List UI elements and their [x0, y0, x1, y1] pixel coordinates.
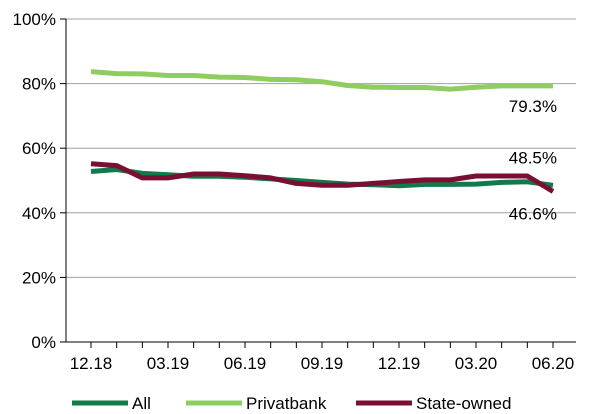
y-tick-label: 0%: [31, 333, 56, 352]
x-tick-label: 12.18: [70, 354, 113, 373]
data-label-state-owned: 46.6%: [509, 204, 557, 223]
y-tick-label: 100%: [13, 10, 56, 29]
axes: 0% 20% 40% 60% 80% 100% 12.18 03.19 06.19 09.19 12…: [13, 10, 576, 373]
x-tick-label: 09.19: [301, 354, 344, 373]
y-tick-label: 40%: [22, 204, 56, 223]
series-line-privatbank: [90, 69, 553, 92]
y-tick-label: 60%: [22, 139, 56, 158]
y-tick-label: 80%: [22, 75, 56, 94]
data-label-privatbank: 79.3%: [509, 97, 557, 116]
data-label-all: 48.5%: [509, 148, 557, 167]
y-tick-label: 20%: [22, 268, 56, 287]
legend-label-state-owned: State-owned: [416, 394, 511, 413]
legend: All Privatbank State-owned: [72, 394, 511, 413]
x-tick-label: 03.19: [147, 354, 190, 373]
x-tick-label: 12.19: [378, 354, 421, 373]
gridlines: [66, 18, 576, 278]
series-lines: [90, 69, 555, 194]
x-tick-label: 06.20: [532, 354, 575, 373]
data-labels: 48.5% 79.3% 46.6%: [509, 97, 557, 224]
legend-label-all: All: [132, 394, 151, 413]
series-line-state-owned: [90, 161, 555, 194]
series-line-all: [90, 167, 554, 189]
legend-label-privatbank: Privatbank: [246, 394, 327, 413]
x-tick-label: 06.19: [224, 354, 267, 373]
x-tick-label: 03.20: [455, 354, 498, 373]
